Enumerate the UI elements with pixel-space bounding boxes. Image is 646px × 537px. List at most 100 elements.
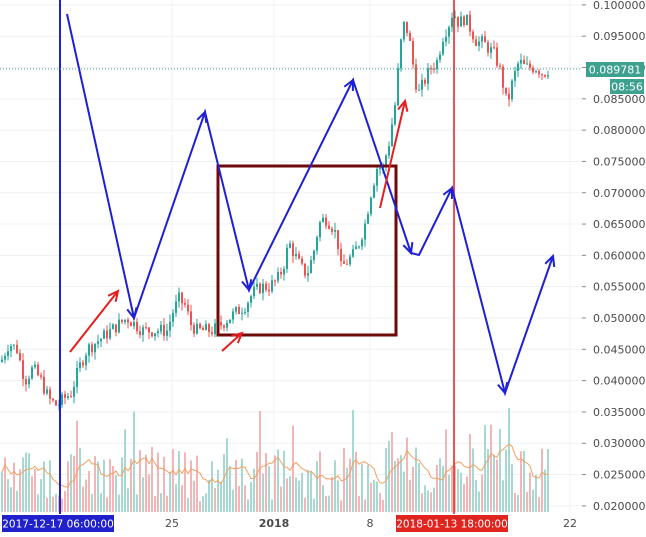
volume-bar <box>286 478 288 512</box>
candle-body <box>265 283 267 290</box>
volume-bar <box>499 428 501 512</box>
candle-body <box>256 283 258 287</box>
candle-body <box>340 249 342 262</box>
candle-body <box>379 168 381 170</box>
candle-body <box>190 311 192 326</box>
volume-bar <box>190 460 192 512</box>
volume-bar <box>100 493 102 512</box>
volume-bar <box>55 493 57 512</box>
volume-bar <box>208 479 210 512</box>
volume-bar <box>340 500 342 512</box>
volume-bar <box>367 465 369 512</box>
candlesticks <box>1 10 549 411</box>
candle-body <box>247 302 249 312</box>
volume-bar <box>142 477 144 512</box>
red-arrow-head <box>107 289 120 302</box>
candle-body <box>544 74 546 77</box>
candle-body <box>373 185 375 198</box>
volume-bar <box>298 480 300 512</box>
volume-bar <box>220 481 222 512</box>
candle-body <box>73 386 75 397</box>
volume-bar <box>169 471 171 512</box>
candle-body <box>283 268 285 275</box>
candle-body <box>49 389 51 399</box>
drawing-overlays[interactable] <box>0 0 582 514</box>
y-tick-label: 0.050000 <box>593 312 646 325</box>
y-tick-label: 0.095000 <box>593 30 646 43</box>
volume-bar <box>277 449 279 512</box>
candle-body <box>157 331 159 334</box>
candle-body <box>160 324 162 332</box>
volume-bar <box>325 495 327 512</box>
volume-bar <box>37 494 39 512</box>
candle-body <box>253 286 255 297</box>
candle-body <box>40 375 42 377</box>
candle-body <box>79 362 81 368</box>
candle-body <box>496 47 498 66</box>
candle-body <box>193 325 195 334</box>
candle-body <box>136 321 138 332</box>
red-arrow-head <box>231 331 244 344</box>
candle-body <box>502 66 504 88</box>
candle-body <box>25 378 27 385</box>
candle-body <box>436 59 438 69</box>
candle-body <box>100 338 102 342</box>
volume-bar <box>85 479 87 512</box>
candle-body <box>238 307 240 314</box>
candle-body <box>280 271 282 275</box>
candle-body <box>478 41 480 46</box>
candle-body <box>124 319 126 322</box>
candle-body <box>538 71 540 75</box>
candle-body <box>109 329 111 339</box>
time-axis[interactable]: 25 2018 8 22 <box>165 517 577 530</box>
volume-bar <box>376 481 378 512</box>
candle-body <box>226 322 228 328</box>
volume-bar <box>70 454 72 512</box>
candle-body <box>433 68 435 70</box>
volume-bar <box>262 473 264 512</box>
candle-body <box>28 378 30 385</box>
volume-bar <box>34 469 36 512</box>
volume-bar <box>187 497 189 512</box>
volume-bar <box>382 499 384 512</box>
candle-body <box>490 47 492 53</box>
volume-bar <box>232 489 234 512</box>
candle-body <box>34 364 36 368</box>
candle-body <box>172 312 174 322</box>
volume-moving-average <box>1 443 549 488</box>
blue-arrow-head <box>497 382 509 396</box>
x-tick-label: 2018 <box>259 517 290 530</box>
volume-bar <box>484 425 486 512</box>
candle-body <box>442 41 444 55</box>
volume-bar <box>193 480 195 512</box>
blue-arrow-head <box>343 77 355 92</box>
volume-bar <box>64 491 66 512</box>
volume-bar <box>145 454 147 512</box>
volume-bar <box>397 458 399 512</box>
volume-bar <box>322 485 324 512</box>
y-tick-label: 0.070000 <box>593 187 646 200</box>
candle-body <box>274 280 276 282</box>
blue-arrow-head <box>196 109 208 124</box>
volume-bar <box>28 453 30 512</box>
candle-body <box>292 243 294 257</box>
volume-bar <box>538 497 540 512</box>
volume-bar <box>463 484 465 512</box>
candle-body <box>475 39 477 46</box>
candle-body <box>145 327 147 329</box>
volume-bar <box>424 485 426 512</box>
volume-bar <box>526 492 528 512</box>
candle-body <box>469 14 471 32</box>
volume-bar <box>268 466 270 512</box>
volume-bar <box>112 466 114 512</box>
volume-bar <box>259 410 261 512</box>
volume-bar <box>361 463 363 512</box>
price-axis[interactable]: 0.1000000.0950000.0900000.0850000.080000… <box>582 0 646 513</box>
red-arrow-head <box>397 98 409 112</box>
volume-bar <box>46 497 48 512</box>
volume-bar <box>97 461 99 512</box>
volume-bar <box>244 485 246 512</box>
volume-bar <box>115 475 117 512</box>
volume-bar <box>517 494 519 512</box>
